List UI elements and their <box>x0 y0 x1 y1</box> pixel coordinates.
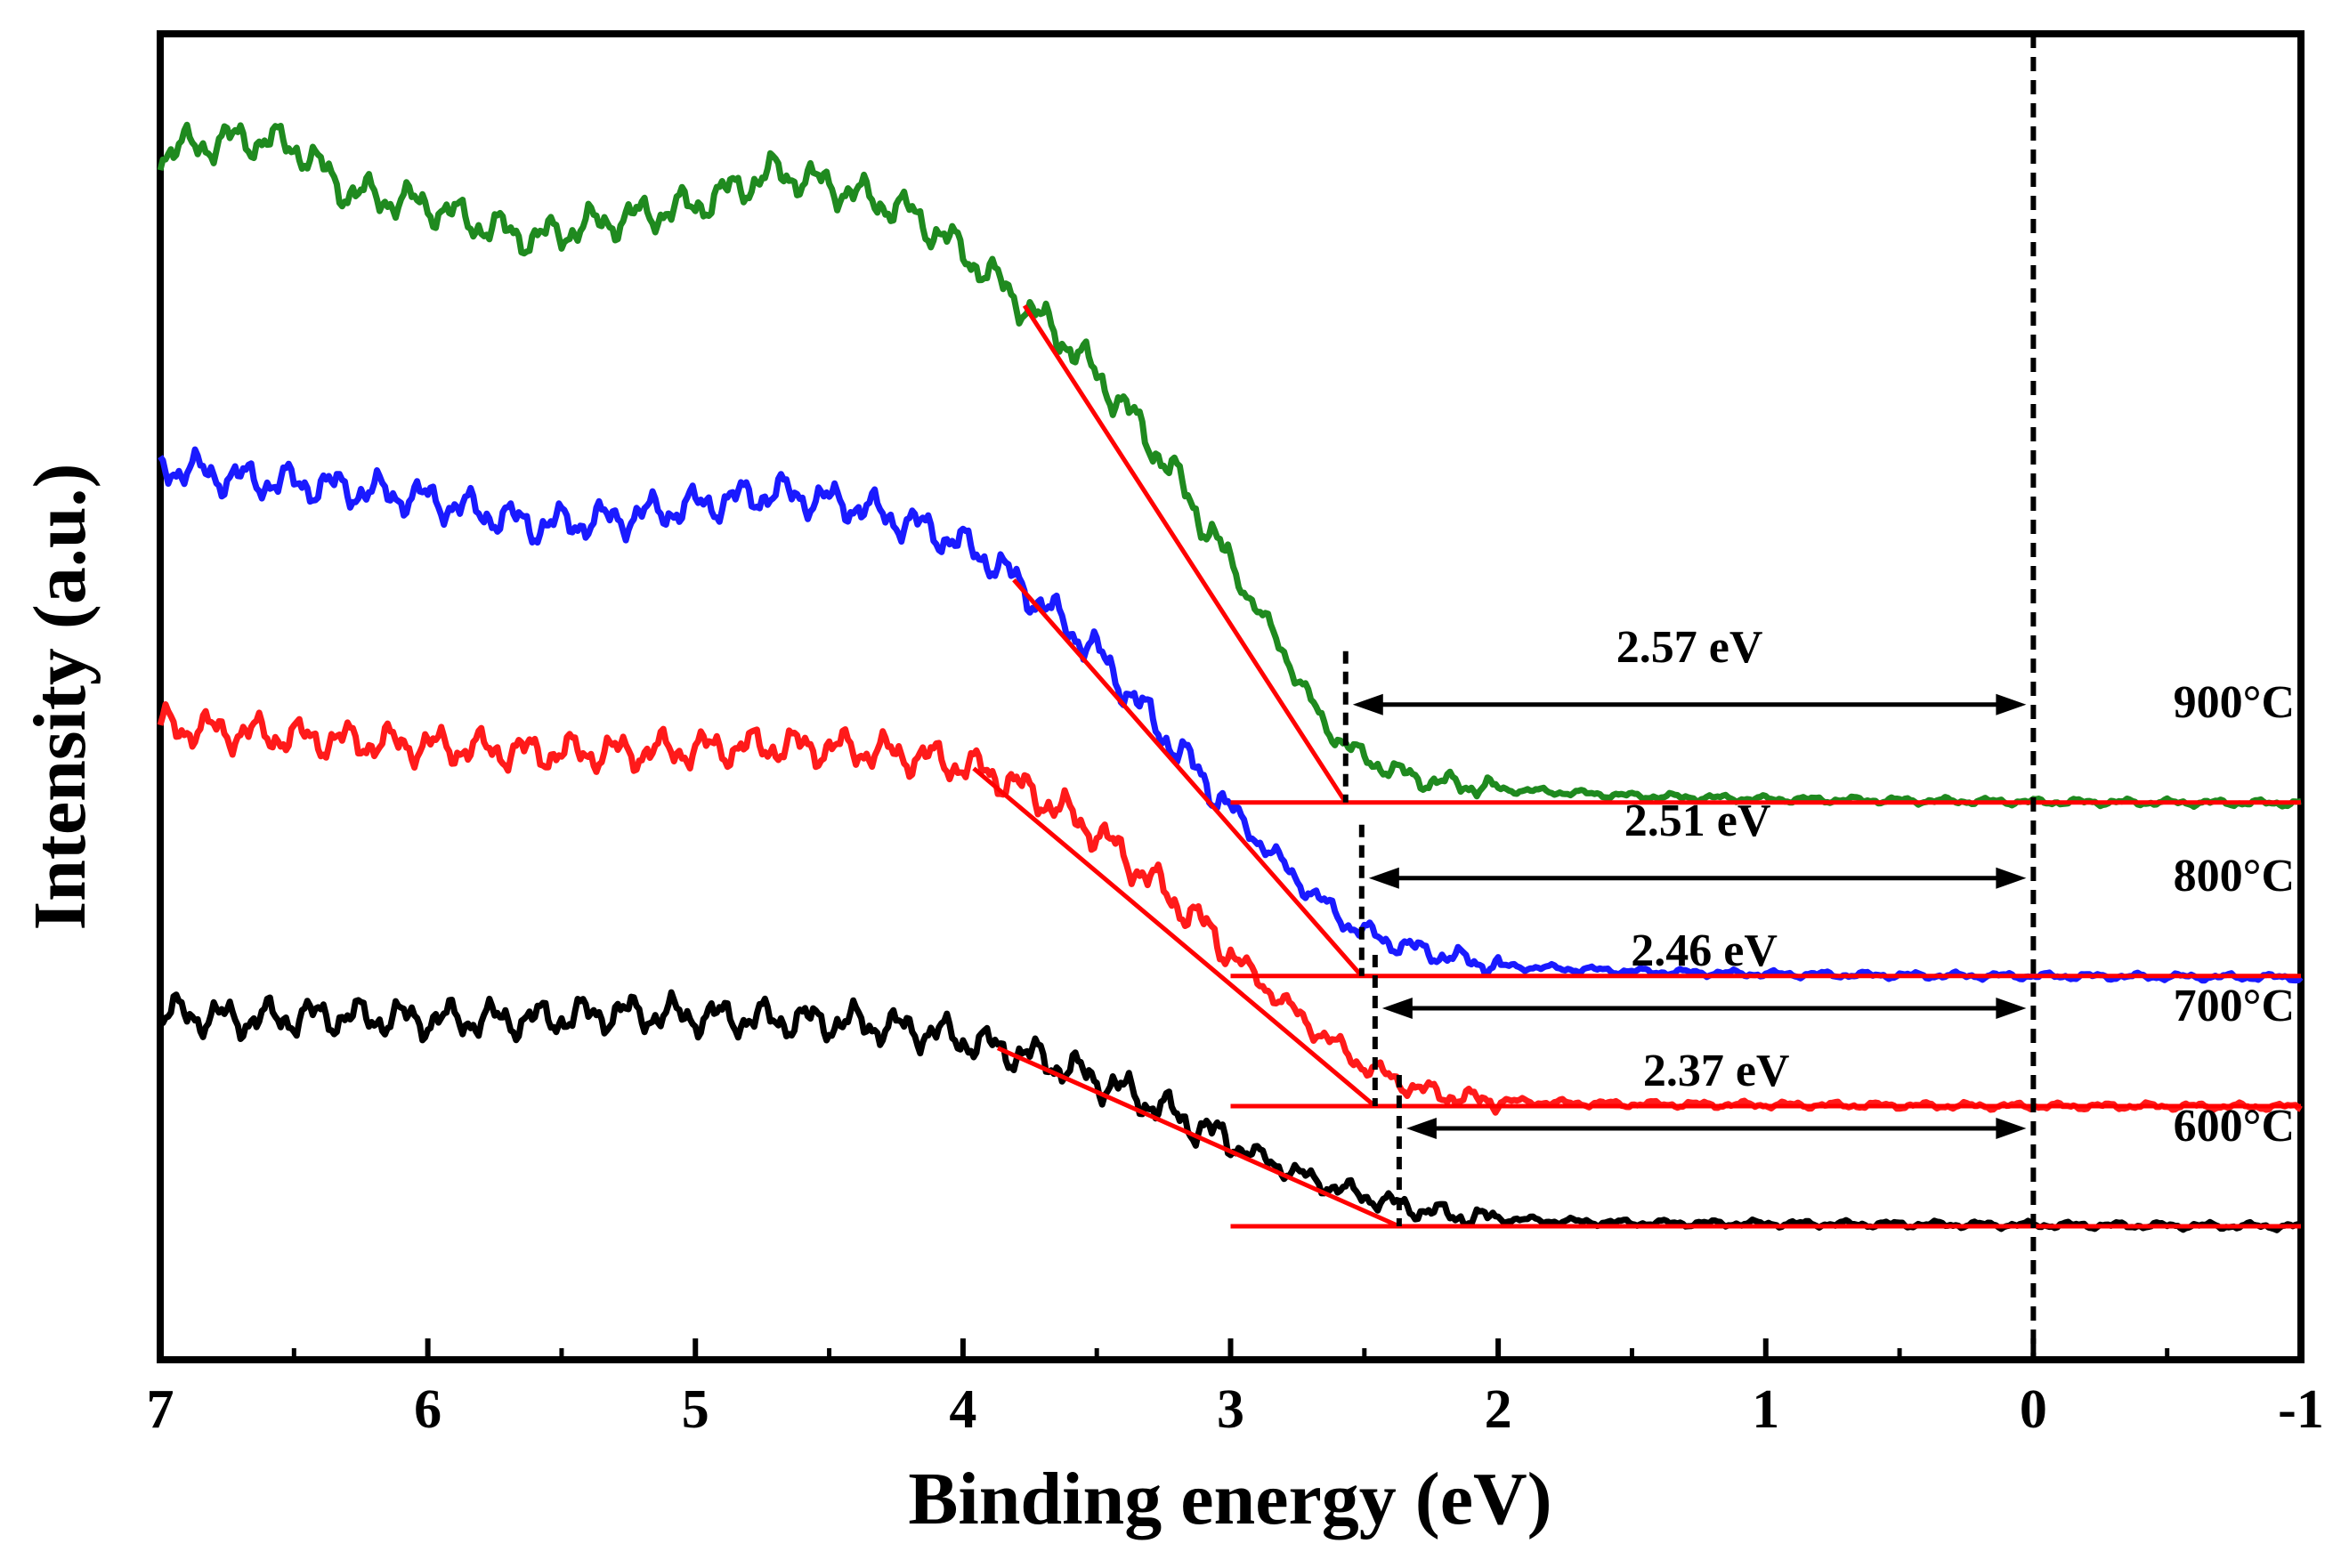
x-tick-label: 2 <box>1485 1379 1512 1440</box>
gap-label-700-c: 2.46 eV <box>1631 925 1778 976</box>
series-line-700-c <box>157 701 2303 1116</box>
series-label-900-c: 900°C <box>2174 677 2295 728</box>
x-tick-label: 5 <box>682 1379 709 1440</box>
series-line-600-c <box>157 989 2302 1233</box>
x-tick-label: 4 <box>949 1379 976 1440</box>
edge-fit-800-c <box>1012 578 1364 978</box>
gap-arrowhead-right <box>1996 1118 2027 1139</box>
gap-arrowhead-right <box>1996 693 2027 715</box>
x-tick-label: 0 <box>2020 1379 2047 1440</box>
x-tick-label: 3 <box>1217 1379 1244 1440</box>
edge-fit-600-c <box>996 1046 1400 1229</box>
edge-fit-900-c <box>1022 304 1348 804</box>
series-line-800-c <box>158 446 2304 984</box>
x-tick-label: 7 <box>147 1379 174 1440</box>
x-axis-title: Binding energy (eV) <box>908 1458 1551 1540</box>
series-label-700-c: 700°C <box>2174 981 2295 1031</box>
gap-arrowhead-left <box>1368 867 1399 889</box>
gap-label-800-c: 2.51 eV <box>1624 796 1771 846</box>
gap-arrowhead-right <box>1996 998 2027 1019</box>
gap-label-900-c: 2.57 eV <box>1616 622 1763 673</box>
gap-arrowhead-left <box>1381 998 1413 1019</box>
x-tick-label: 1 <box>1752 1379 1779 1440</box>
series-label-800-c: 800°C <box>2174 851 2295 901</box>
x-tick-label: -1 <box>2278 1379 2324 1440</box>
edge-fit-700-c <box>972 766 1377 1108</box>
y-axis-title: Intensity (a.u.) <box>19 463 101 930</box>
gap-arrowhead-left <box>1352 693 1383 715</box>
gap-arrowhead-right <box>1996 867 2027 889</box>
gap-label-600-c: 2.37 eV <box>1643 1046 1790 1096</box>
gap-arrowhead-left <box>1405 1118 1437 1139</box>
x-tick-label: 6 <box>414 1379 441 1440</box>
series-line-900-c <box>157 121 2302 810</box>
series-label-600-c: 600°C <box>2174 1101 2295 1152</box>
